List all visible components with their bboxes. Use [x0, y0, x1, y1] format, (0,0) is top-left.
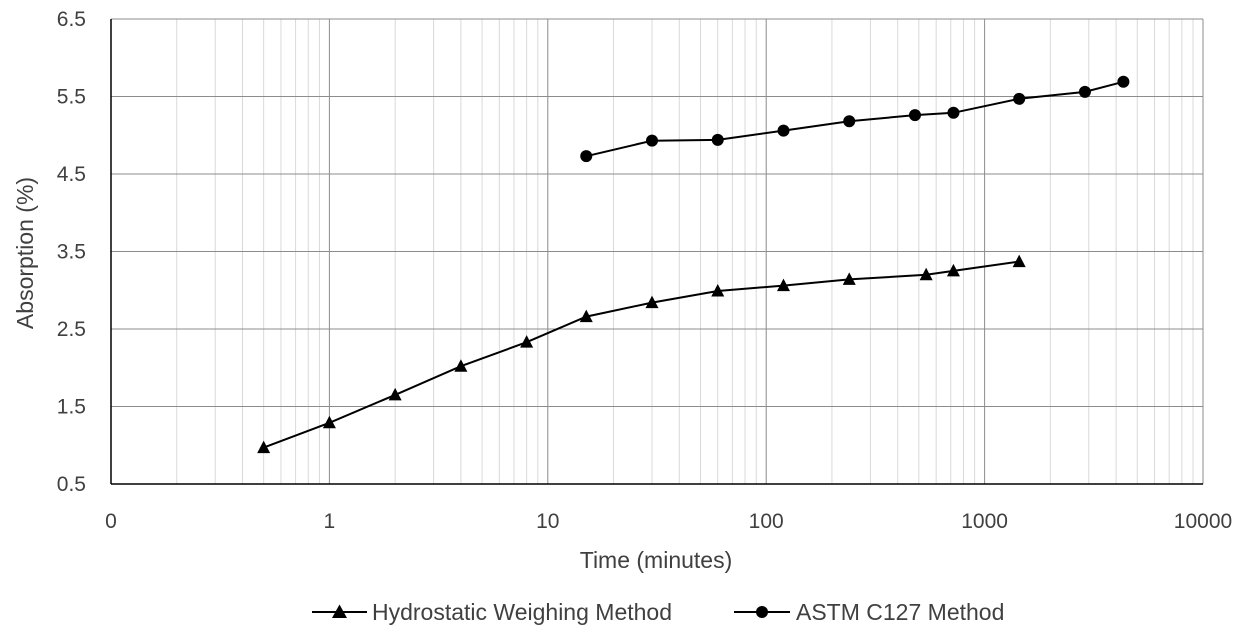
triangle-data-point — [257, 440, 271, 454]
x-tick-label: 100 — [749, 510, 784, 533]
y-tick-label: 6.5 — [57, 8, 86, 31]
x-tick-labels: 0 1 10 100 1000 10000 — [105, 510, 1232, 533]
x-axis-title: Time (minutes) — [580, 547, 733, 573]
triangle-data-point — [776, 278, 790, 292]
circle-data-point — [646, 134, 659, 147]
circle-data-point — [947, 106, 960, 119]
triangle-data-point — [919, 267, 933, 281]
series-line-astm — [586, 80, 1124, 158]
grid — [111, 18, 1204, 484]
legend-item-astm: ASTM C127 Method — [734, 599, 1004, 625]
triangle-data-point — [842, 272, 856, 285]
x-tick-label: 1 — [324, 510, 336, 533]
y-tick-label: 3.5 — [57, 241, 86, 264]
x-tick-label: 10000 — [1174, 510, 1232, 533]
series — [257, 75, 1130, 454]
series-line-hydrostatic — [263, 260, 1020, 449]
triangle-data-point — [454, 359, 468, 372]
triangle-data-point — [520, 335, 534, 348]
y-tick-label: 5.5 — [57, 86, 86, 109]
y-tick-label: 4.5 — [57, 163, 86, 186]
triangle-data-point — [579, 309, 593, 323]
y-tick-label: 0.5 — [57, 473, 86, 496]
y-tick-label: 1.5 — [57, 396, 86, 419]
triangle-data-point — [645, 295, 659, 309]
legend: Hydrostatic Weighing Method ASTM C127 Me… — [312, 599, 1004, 625]
x-tick-label: 0 — [105, 510, 117, 533]
legend-label-hydrostatic: Hydrostatic Weighing Method — [372, 599, 672, 625]
y-axis-title: Absorption (%) — [12, 177, 38, 329]
circle-data-point — [843, 115, 856, 128]
legend-triangle-marker — [332, 604, 347, 618]
triangle-data-point — [322, 415, 336, 429]
circle-data-point — [711, 133, 724, 146]
y-tick-labels: 6.5 5.5 4.5 3.5 2.5 1.5 0.5 — [57, 8, 86, 496]
legend-circle-marker — [756, 606, 768, 618]
triangle-data-point — [711, 284, 725, 297]
x-tick-label: 10 — [536, 510, 559, 533]
circle-data-point — [777, 124, 790, 137]
circle-data-point — [1013, 92, 1026, 105]
circle-data-point — [1078, 85, 1091, 98]
triangle-data-point — [388, 387, 402, 401]
legend-item-hydrostatic: Hydrostatic Weighing Method — [312, 599, 672, 625]
axes — [110, 19, 1203, 485]
circle-data-point — [580, 150, 593, 163]
triangle-data-point — [946, 263, 960, 277]
x-tick-label: 1000 — [961, 510, 1008, 533]
triangle-data-point — [1012, 254, 1026, 268]
y-tick-label: 2.5 — [57, 318, 86, 341]
legend-label-astm: ASTM C127 Method — [796, 599, 1004, 625]
circle-data-point — [1117, 75, 1130, 88]
circle-data-point — [908, 109, 921, 122]
